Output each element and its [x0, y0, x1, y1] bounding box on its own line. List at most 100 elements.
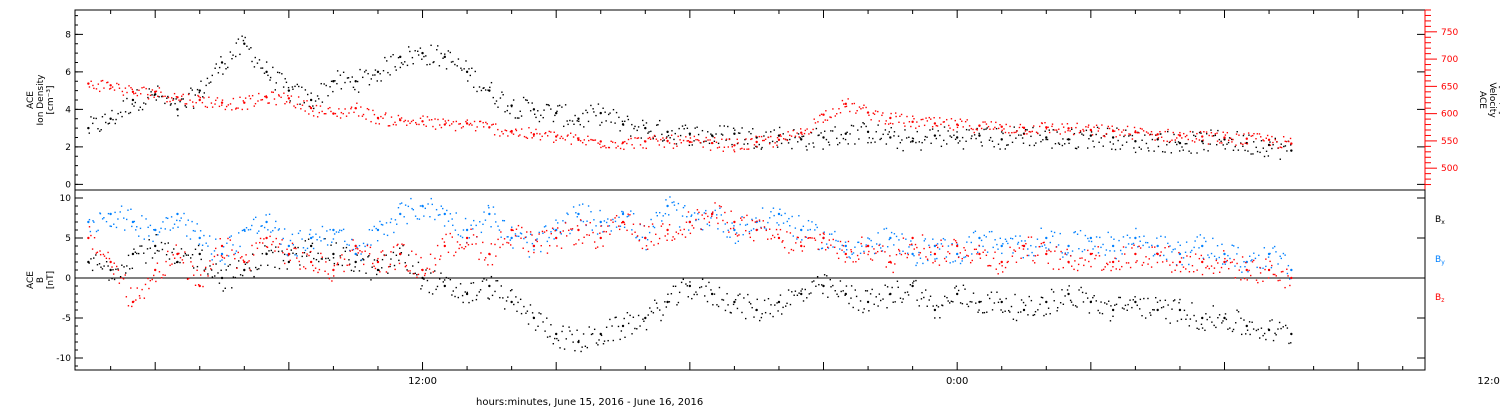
- data-dot: [1193, 246, 1195, 249]
- data-dot: [338, 231, 340, 233]
- data-dot: [245, 227, 248, 229]
- data-dot: [593, 328, 596, 331]
- data-dot: [1078, 132, 1081, 134]
- data-dot: [862, 107, 864, 109]
- data-dot: [1138, 236, 1141, 238]
- data-dot: [1092, 296, 1094, 299]
- data-dot: [205, 242, 207, 244]
- data-dot: [177, 114, 179, 117]
- data-point: [109, 117, 112, 120]
- data-dot: [711, 142, 714, 144]
- data-dot: [1121, 253, 1123, 255]
- data-dot: [1231, 141, 1233, 143]
- data-dot: [1045, 138, 1047, 141]
- data-dot: [368, 255, 370, 257]
- data-dot: [648, 225, 650, 228]
- data-dot: [995, 127, 998, 130]
- data-dot: [717, 305, 720, 308]
- data-dot: [263, 226, 266, 229]
- data-dot: [1088, 138, 1090, 140]
- data-dot: [1179, 131, 1181, 134]
- data-dot: [887, 123, 890, 125]
- data-dot: [705, 209, 707, 212]
- data-dot: [126, 218, 128, 221]
- data-dot: [186, 278, 189, 280]
- data-dot: [434, 218, 436, 221]
- data-dot: [1043, 244, 1046, 246]
- data-dot: [748, 232, 751, 235]
- data-dot: [556, 110, 558, 113]
- data-dot: [942, 237, 945, 240]
- time-axis-label: hours:minutes, June 15, 2016 - June 16, …: [476, 397, 703, 408]
- data-dot: [622, 211, 624, 213]
- data-dot: [251, 244, 253, 247]
- data-point: [1290, 332, 1293, 336]
- data-dot: [164, 242, 166, 245]
- data-dot: [921, 291, 923, 294]
- data-dot: [988, 231, 991, 233]
- data-dot: [923, 240, 926, 242]
- data-dot: [1262, 139, 1264, 141]
- data-dot: [899, 115, 901, 117]
- data-dot: [846, 256, 848, 259]
- data-point: [911, 252, 914, 256]
- data-dot: [401, 243, 403, 245]
- data-dot: [783, 246, 786, 249]
- data-dot: [213, 250, 216, 252]
- data-dot: [879, 247, 882, 249]
- data-dot: [454, 229, 457, 231]
- data-dot: [743, 148, 745, 150]
- data-dot: [630, 135, 632, 137]
- data-dot: [769, 312, 771, 315]
- data-dot: [882, 112, 884, 114]
- data-dot: [1043, 241, 1045, 244]
- data-point: [688, 140, 692, 144]
- data-dot: [801, 133, 803, 136]
- data-dot: [229, 103, 232, 105]
- data-dot: [539, 133, 541, 135]
- data-dot: [452, 224, 454, 227]
- data-dot: [1051, 147, 1053, 149]
- data-dot: [737, 132, 740, 134]
- data-dot: [684, 236, 687, 238]
- data-dot: [110, 87, 112, 90]
- data-dot: [615, 226, 618, 228]
- data-dot: [95, 230, 98, 233]
- data-dot: [1144, 134, 1146, 136]
- data-dot: [340, 88, 343, 90]
- data-dot: [913, 118, 915, 120]
- data-dot: [934, 135, 936, 137]
- data-dot: [1078, 289, 1080, 291]
- data-dot: [961, 120, 963, 122]
- data-dot: [712, 304, 714, 306]
- data-dot: [742, 233, 744, 236]
- data-dot: [739, 223, 741, 226]
- data-dot: [447, 119, 450, 122]
- data-dot: [590, 211, 592, 213]
- data-dot: [602, 343, 605, 345]
- data-dot: [331, 280, 333, 282]
- data-dot: [632, 223, 635, 225]
- data-dot: [1050, 230, 1053, 233]
- data-dot: [649, 307, 651, 309]
- data-dot: [1208, 256, 1210, 259]
- data-dot: [106, 81, 108, 84]
- data-dot: [1155, 134, 1157, 136]
- data-point: [666, 300, 669, 304]
- data-dot: [268, 250, 270, 252]
- data-dot: [143, 86, 145, 88]
- data-dot: [723, 146, 726, 148]
- data-dot: [162, 221, 164, 223]
- data-dot: [550, 108, 552, 110]
- data-dot: [474, 70, 476, 73]
- data-dot: [136, 226, 138, 228]
- data-dot: [844, 138, 847, 141]
- data-dot: [741, 127, 743, 129]
- data-dot: [546, 336, 549, 338]
- data-dot: [260, 67, 262, 69]
- data-dot: [696, 209, 699, 211]
- data-dot: [933, 117, 935, 119]
- data-dot: [97, 128, 99, 130]
- data-dot: [431, 293, 434, 295]
- data-dot: [341, 254, 343, 256]
